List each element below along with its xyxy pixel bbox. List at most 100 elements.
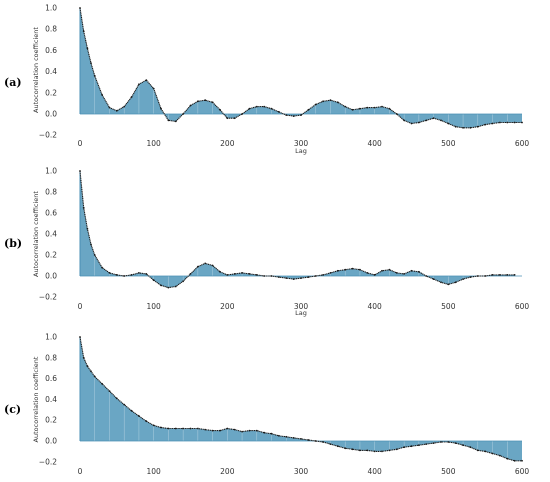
- acf-panel-2: (b) Autocorrelation coefficient 1.0 0.8 0.6 0…: [4, 167, 529, 318]
- acf-point: [388, 268, 391, 271]
- acf-point: [86, 47, 89, 50]
- acf-point: [167, 286, 170, 289]
- x-tick-label: 100: [147, 302, 162, 311]
- acf-point: [440, 441, 442, 443]
- acf-point: [255, 429, 258, 432]
- x-tick-label: 0: [78, 302, 83, 311]
- acf-point: [506, 457, 509, 460]
- acf-point: [90, 243, 92, 246]
- acf-point: [138, 83, 140, 86]
- acf-point: [425, 275, 428, 277]
- acf-point: [351, 267, 354, 270]
- y-tick-label: 1.0: [45, 167, 57, 176]
- panel-label: (a): [4, 76, 22, 89]
- y-tick-label: 0.0: [45, 272, 57, 281]
- x-axis-title: Lag: [295, 147, 307, 155]
- acf-point: [395, 448, 398, 451]
- acf-point: [197, 100, 199, 103]
- acf-stripes: [94, 376, 508, 459]
- acf-point: [167, 427, 170, 430]
- acf-point: [101, 266, 103, 269]
- acf-point: [410, 445, 413, 448]
- y-tick-label: 0.2: [45, 88, 57, 97]
- acf-point: [395, 272, 398, 274]
- acf-point: [322, 441, 324, 443]
- acf-point: [123, 275, 126, 277]
- acf-point: [255, 274, 258, 276]
- x-tick-label: 600: [515, 302, 530, 311]
- acf-point: [263, 431, 266, 434]
- acf-point: [130, 96, 133, 98]
- acf-point: [101, 94, 103, 96]
- x-tick-label: 500: [441, 467, 456, 476]
- acf-point: [329, 99, 332, 102]
- acf-point: [395, 113, 398, 115]
- y-tick-label: 0.2: [45, 251, 57, 260]
- acf-point: [469, 446, 472, 449]
- acf-point: [454, 442, 457, 444]
- acf-point: [292, 115, 295, 117]
- acf-point: [255, 105, 258, 108]
- acf-points: [79, 336, 523, 462]
- acf-point: [93, 74, 96, 77]
- acf-point: [241, 272, 244, 274]
- acf-point: [278, 111, 280, 113]
- acf-point: [270, 107, 273, 110]
- acf-point: [160, 107, 162, 110]
- acf-point: [469, 276, 472, 278]
- acf-point: [101, 382, 103, 385]
- x-tick-label: 300: [294, 467, 309, 476]
- x-tick-label: 100: [147, 139, 162, 148]
- acf-point: [307, 108, 310, 111]
- acf-point: [285, 114, 288, 116]
- acf-point: [359, 449, 361, 452]
- acf-point: [499, 121, 501, 124]
- acf-point: [93, 375, 96, 378]
- acf-point: [204, 99, 207, 102]
- y-axis-title: Autocorrelation coefficient: [32, 356, 40, 442]
- acf-point: [307, 276, 310, 278]
- acf-point: [499, 274, 501, 276]
- x-tick-label: 200: [220, 467, 235, 476]
- acf-point: [454, 125, 457, 128]
- acf-point: [432, 442, 435, 444]
- acf-area: [80, 8, 522, 128]
- acf-point: [82, 30, 85, 33]
- acf-point: [174, 120, 177, 123]
- x-tick-label: 600: [515, 139, 530, 148]
- acf-point: [115, 109, 118, 112]
- acf-area: [80, 337, 522, 461]
- acf-point: [115, 397, 118, 400]
- acf-point: [513, 121, 516, 124]
- acf-point: [425, 119, 428, 122]
- acf-point: [90, 370, 92, 373]
- acf-point: [160, 284, 162, 287]
- acf-points: [79, 7, 523, 129]
- acf-point: [513, 459, 516, 462]
- acf-point: [513, 274, 516, 276]
- y-tick-label: 0.6: [45, 209, 57, 218]
- acf-point: [278, 276, 280, 278]
- acf-point: [211, 429, 214, 432]
- acf-point: [219, 270, 221, 273]
- acf-point: [145, 79, 148, 81]
- acf-point: [314, 440, 317, 442]
- acf-point: [447, 122, 450, 125]
- acf-point: [248, 429, 251, 432]
- acf-point: [366, 449, 369, 452]
- acf-point: [108, 106, 111, 109]
- acf-point: [167, 119, 170, 122]
- acf-point: [462, 126, 464, 129]
- acf-point: [270, 432, 273, 435]
- acf-point: [226, 274, 229, 276]
- acf-point: [248, 107, 251, 110]
- acf-point: [351, 108, 354, 111]
- x-tick-label: 400: [368, 467, 383, 476]
- acf-point: [263, 105, 266, 108]
- y-tick-label: 0.4: [45, 395, 57, 404]
- acf-point: [440, 281, 442, 284]
- acf-point: [152, 424, 155, 427]
- acf-point: [160, 426, 162, 429]
- acf-point: [219, 108, 221, 111]
